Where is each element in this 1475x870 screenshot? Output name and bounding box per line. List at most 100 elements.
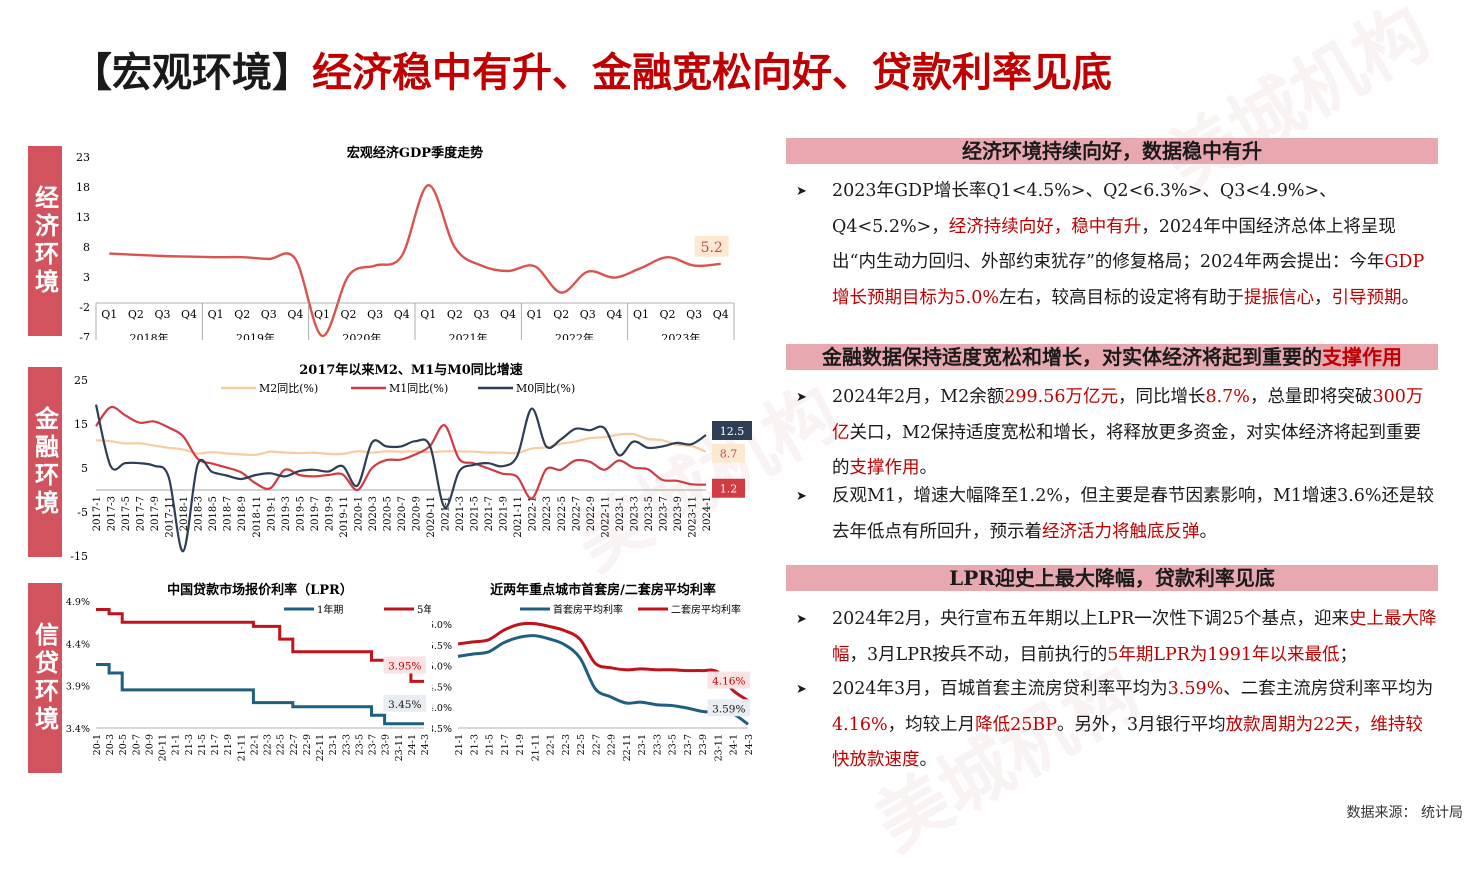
- x-tick-label: 2017-11: [165, 496, 176, 538]
- highlight-text: 支撑作用: [849, 458, 920, 478]
- arrow-bullet-icon: ➤: [796, 612, 807, 627]
- quarter-label: Q1: [208, 308, 224, 321]
- x-tick-label: 23-3: [652, 734, 663, 755]
- x-tick-label: 22-7: [289, 734, 300, 755]
- x-tick-label: 22-3: [263, 734, 274, 755]
- quarter-label: Q4: [606, 308, 622, 321]
- bullet-item: ➤ 反观M1，增速大幅降至1.2%，但主要是春节因素影响，M1增速3.6%还是较去…: [796, 479, 1438, 550]
- x-tick-label: 2019-3: [281, 496, 292, 531]
- x-tick-label: 2018-1: [179, 496, 190, 531]
- series-line-1: [95, 405, 707, 500]
- quarter-label: Q2: [660, 308, 676, 321]
- quarter-label: Q3: [367, 308, 383, 321]
- x-tick-label: 2023-9: [673, 496, 684, 531]
- x-tick-label: 2017-5: [121, 496, 132, 531]
- quarter-label: Q3: [686, 308, 702, 321]
- y-tick-label: 3: [83, 271, 90, 284]
- bullet-item: ➤ 2024年3月，百城首套主流房贷利率平均为3.59%、二套主流房贷利率平均为 4…: [796, 672, 1438, 779]
- x-tick-label: 2023-1: [615, 496, 626, 531]
- x-tick-label: 20-7: [131, 734, 142, 755]
- chart-title: 中国贷款市场报价利率（LPR）: [167, 582, 353, 598]
- bullet-item: ➤ 2024年2月，央行宣布五年期以上LPR一次性下调25个基点，迎来史上最大降幅…: [796, 602, 1438, 673]
- legend-label: 二套房平均利率: [671, 603, 741, 616]
- bullet-text: 2024年2月，央行宣布五年期以上LPR一次性下调25个基点，迎来史上最大降幅，…: [832, 602, 1438, 673]
- series-line-2: [94, 404, 707, 553]
- y-tick-label: 4.5%: [432, 682, 452, 693]
- gdp-end-label: 5.2: [701, 240, 723, 256]
- x-tick-label: 2018-7: [223, 496, 234, 531]
- end-label-1: 3.95%: [388, 660, 421, 672]
- y-tick-label: 15: [74, 418, 88, 431]
- x-tick-label: 2020-7: [397, 496, 408, 531]
- x-tick-label: 22-9: [302, 734, 313, 755]
- x-tick-label: 21-9: [223, 734, 234, 755]
- bullet-item: ➤ 2023年GDP增长率Q1<4.5%>、Q2<6.3%>、Q3<4.9%>、Q…: [796, 174, 1438, 316]
- highlight-text: 5年期LPR为1991年以来最低: [1107, 644, 1340, 665]
- gdp-line: [109, 184, 721, 337]
- body-text: 2023年GDP增长率Q1<4.5%>、Q2<6.3%>、Q3<4.9%>、Q4…: [832, 181, 1337, 237]
- legend-label: M0同比(%): [516, 382, 575, 395]
- x-tick-label: 23-5: [354, 734, 365, 755]
- x-tick-label: 21-11: [530, 734, 541, 761]
- x-tick-label: 2021-3: [455, 496, 466, 531]
- side-tab-credit: 信贷环境: [28, 583, 62, 773]
- x-tick-label: 21-7: [210, 734, 221, 755]
- x-tick-label: 21-9: [515, 734, 526, 755]
- end-label-0: 3.45%: [388, 699, 421, 711]
- bullet-text: 2024年3月，百城首套主流房贷利率平均为3.59%、二套主流房贷利率平均为 4.…: [832, 672, 1438, 779]
- arrow-bullet-icon: ➤: [796, 390, 807, 405]
- x-tick-label: 2024-1: [702, 496, 713, 531]
- y-tick-label: 18: [76, 181, 90, 194]
- legend-label: M2同比(%): [259, 382, 318, 395]
- y-tick-label: -7: [79, 331, 90, 340]
- legend-label: 5年期: [417, 603, 431, 616]
- x-tick-label: 21-1: [171, 734, 182, 755]
- x-tick-label: 2022-5: [557, 496, 568, 531]
- year-label: 2020年: [342, 331, 381, 340]
- x-tick-label: 2017-1: [92, 496, 103, 531]
- quarter-label: Q4: [394, 308, 410, 321]
- highlight-text: 300万亿: [832, 387, 1424, 443]
- y-tick-label: 5.5%: [432, 641, 452, 652]
- series-line-1: [457, 621, 749, 702]
- arrow-bullet-icon: ➤: [796, 184, 807, 199]
- body-text: 。: [919, 750, 938, 770]
- x-tick-label: 23-7: [683, 734, 694, 755]
- quarter-label: Q1: [527, 308, 543, 321]
- x-tick-label: 22-9: [607, 734, 618, 755]
- x-tick-label: 2023-7: [658, 496, 669, 531]
- x-tick-label: 2022-1: [528, 496, 539, 531]
- y-tick-label: -15: [70, 550, 88, 563]
- x-tick-label: 2023-5: [644, 496, 655, 531]
- y-tick-label: 3.9%: [66, 682, 90, 693]
- x-tick-label: 22-1: [546, 734, 557, 755]
- y-tick-label: -2: [79, 301, 90, 314]
- y-tick-label: -5: [77, 506, 88, 519]
- highlight-text: 经济活力将触底反弹: [1042, 521, 1200, 542]
- highlight-text: 降低25BP: [975, 714, 1057, 735]
- x-tick-label: 2021-7: [484, 496, 495, 531]
- highlight-text: 提振信心: [1243, 287, 1314, 308]
- body-text: 左右，较高目标的设定将有助于: [998, 287, 1244, 308]
- y-tick-label: 3.5%: [432, 724, 452, 735]
- highlight-text: 299.56万亿元: [1004, 387, 1118, 407]
- chart-title: 宏观经济GDP季度走势: [347, 145, 483, 161]
- x-tick-label: 20-9: [144, 734, 155, 755]
- series-line-0: [96, 663, 424, 726]
- quarter-label: Q1: [420, 308, 436, 321]
- x-tick-label: 2017-3: [107, 496, 118, 531]
- quarter-label: Q1: [101, 308, 117, 321]
- x-tick-label: 23-11: [394, 734, 405, 761]
- x-tick-label: 2019-11: [339, 496, 350, 538]
- quarter-label: Q4: [500, 308, 516, 321]
- y-tick-label: 13: [76, 211, 90, 224]
- year-label: 2018年: [130, 331, 169, 340]
- x-tick-label: 2018-11: [252, 496, 263, 538]
- end-label-bg-0: [383, 694, 426, 712]
- y-tick-label: 5.0%: [432, 662, 452, 673]
- section-heading: LPR迎史上最大降幅，贷款利率见底: [786, 565, 1438, 591]
- body-text: ，总量即将突破: [1249, 387, 1373, 407]
- x-tick-label: 21-5: [197, 734, 208, 755]
- x-tick-label: 23-11: [713, 734, 724, 761]
- end-label-bg-1: [707, 671, 750, 689]
